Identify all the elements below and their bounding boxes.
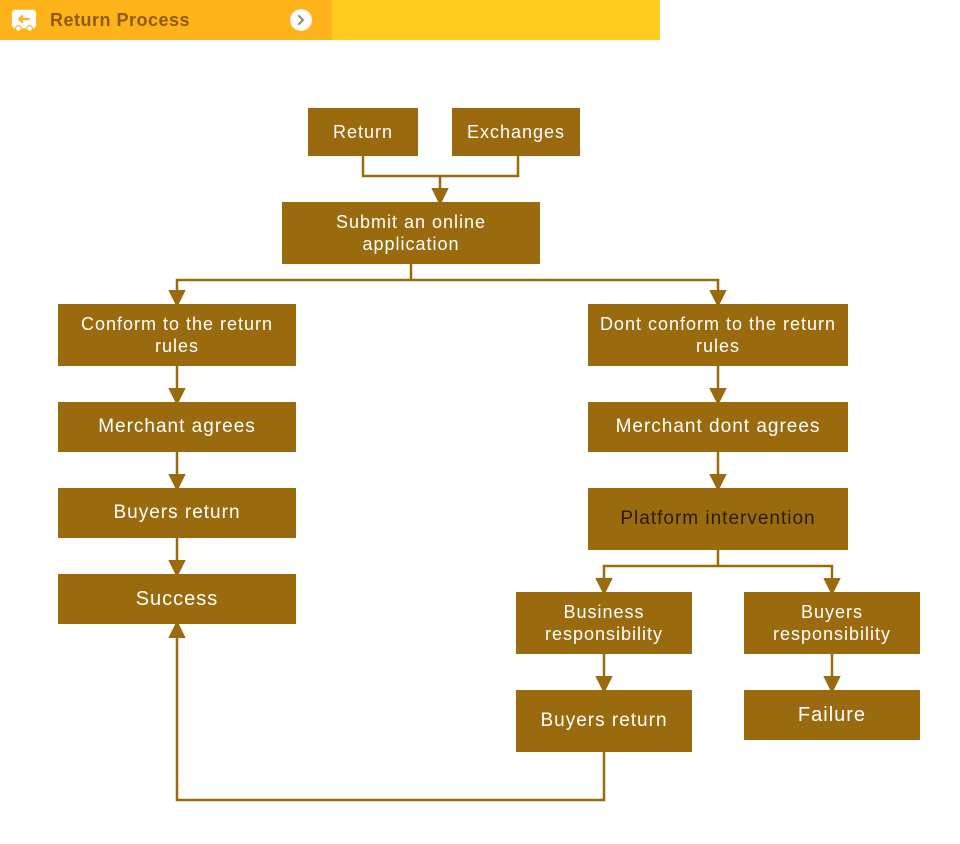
flow-node-m_noagree: Merchant dont agrees: [588, 402, 848, 452]
flow-node-success: Success: [58, 574, 296, 624]
chevron-right-icon: [290, 9, 312, 31]
flow-node-buyers2: Buyers return: [516, 690, 692, 752]
flow-node-exchanges: Exchanges: [452, 108, 580, 156]
flow-node-platform: Platform intervention: [588, 488, 848, 550]
flow-node-noconform: Dont conform to the return rules: [588, 304, 848, 366]
header-title: Return Process: [50, 10, 190, 31]
flow-node-buyresp: Buyers responsibility: [744, 592, 920, 654]
flow-node-submit: Submit an online application: [282, 202, 540, 264]
flowchart: Return Exchanges Submit an online applicat…: [0, 40, 960, 844]
flow-node-failure: Failure: [744, 690, 920, 740]
flow-node-conform: Conform to the return rules: [58, 304, 296, 366]
flow-node-buyers1: Buyers return: [58, 488, 296, 538]
header-segment-blank: [660, 0, 960, 40]
header-segment-primary: Return Process: [0, 0, 332, 40]
flow-node-return: Return: [308, 108, 418, 156]
flow-node-biz: Business responsibility: [516, 592, 692, 654]
header-bar: Return Process: [0, 0, 960, 40]
flow-node-m_agree: Merchant agrees: [58, 402, 296, 452]
header-segment-secondary: [332, 0, 660, 40]
truck-return-icon: [10, 6, 38, 34]
